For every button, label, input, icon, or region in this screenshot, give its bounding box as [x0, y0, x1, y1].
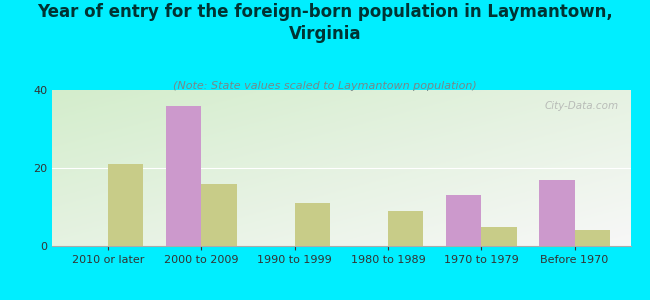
- Text: (Note: State values scaled to Laymantown population): (Note: State values scaled to Laymantown…: [173, 81, 477, 91]
- Bar: [481, 226, 517, 246]
- Bar: [446, 195, 481, 246]
- Text: Year of entry for the foreign-born population in Laymantown,
Virginia: Year of entry for the foreign-born popul…: [37, 3, 613, 43]
- Legend: Laymantown, Virginia: Laymantown, Virginia: [231, 295, 452, 300]
- Bar: [108, 164, 144, 246]
- Bar: [539, 180, 575, 246]
- Bar: [294, 203, 330, 246]
- Text: City-Data.com: City-Data.com: [545, 101, 619, 111]
- Bar: [575, 230, 610, 246]
- Bar: [166, 106, 202, 246]
- Bar: [202, 184, 237, 246]
- Bar: [388, 211, 423, 246]
